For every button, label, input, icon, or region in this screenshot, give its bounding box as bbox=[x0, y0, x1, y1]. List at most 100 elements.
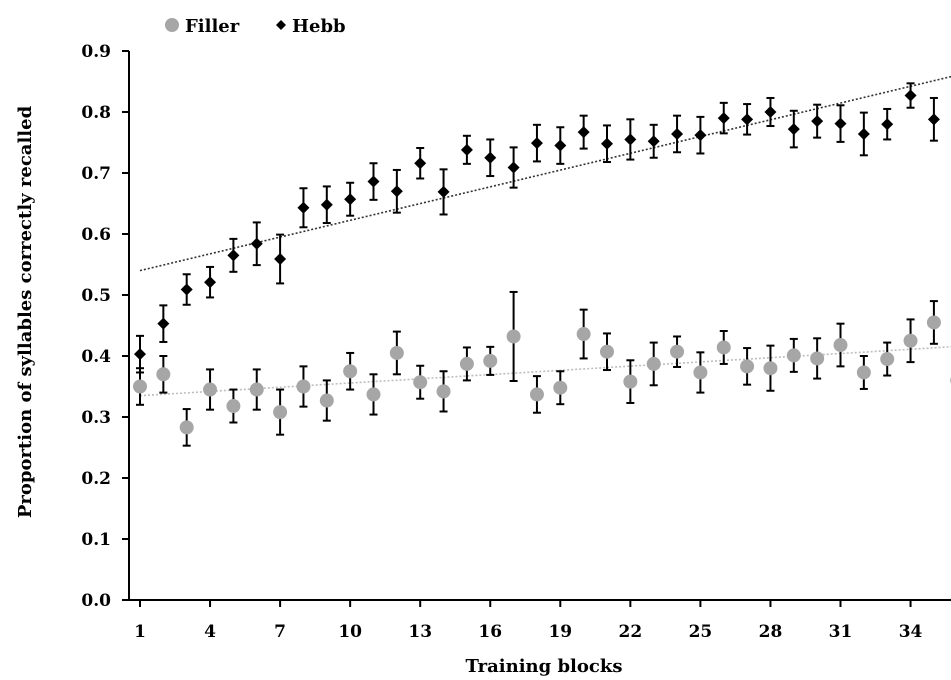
data-point-filler bbox=[810, 351, 825, 366]
data-point-hebb bbox=[530, 137, 543, 150]
x-axis-title: Training blocks bbox=[466, 656, 623, 677]
x-tick-label: 7 bbox=[274, 622, 286, 642]
data-point-filler bbox=[576, 327, 591, 342]
data-point-hebb bbox=[881, 118, 894, 131]
data-point-hebb bbox=[577, 126, 590, 139]
legend-filler-label: Filler bbox=[185, 16, 240, 37]
y-tick-label: 0.9 bbox=[81, 42, 111, 62]
data-point-filler bbox=[553, 380, 568, 395]
data-point-hebb bbox=[927, 113, 940, 126]
data-point-filler bbox=[763, 361, 778, 376]
y-tick-label: 0.2 bbox=[81, 469, 111, 489]
y-tick-label: 0.1 bbox=[81, 530, 111, 550]
data-point-filler bbox=[693, 365, 708, 380]
data-point-filler bbox=[646, 356, 661, 371]
x-tick-label: 13 bbox=[408, 622, 432, 642]
data-point-hebb bbox=[250, 237, 263, 250]
x-tick-label: 19 bbox=[548, 622, 572, 642]
data-point-hebb bbox=[460, 143, 473, 156]
data-point-hebb bbox=[157, 317, 170, 330]
y-tick-label: 0.0 bbox=[81, 591, 111, 611]
data-point-hebb bbox=[857, 127, 870, 140]
data-point-hebb bbox=[671, 127, 684, 140]
x-tick-label: 16 bbox=[478, 622, 502, 642]
data-point-filler bbox=[856, 365, 871, 380]
data-point-filler bbox=[343, 364, 358, 379]
data-point-filler bbox=[156, 367, 171, 382]
x-tick-label: 22 bbox=[619, 622, 643, 642]
data-point-filler bbox=[389, 345, 404, 360]
data-point-filler bbox=[273, 405, 288, 420]
data-point-filler bbox=[903, 333, 918, 348]
data-point-filler bbox=[319, 393, 334, 408]
trendlines bbox=[139, 75, 951, 397]
data-point-filler bbox=[249, 382, 264, 397]
data-point-hebb bbox=[274, 253, 287, 266]
y-axis-ticks: 0.0 0.1 0.2 0.3 0.4 0.5 0.6 0.7 0.8 0.9 bbox=[81, 42, 129, 611]
data-point-filler bbox=[296, 379, 311, 394]
x-tick-label: 4 bbox=[204, 622, 216, 642]
x-tick-label: 31 bbox=[829, 622, 853, 642]
data-point-filler bbox=[226, 399, 241, 414]
data-point-filler bbox=[716, 340, 731, 355]
x-tick-label: 25 bbox=[689, 622, 713, 642]
data-point-filler bbox=[436, 384, 451, 399]
data-point-hebb bbox=[507, 161, 520, 174]
y-tick-label: 0.5 bbox=[81, 286, 111, 306]
data-point-filler bbox=[483, 353, 498, 368]
data-point-filler bbox=[833, 338, 848, 353]
trendline-hebb bbox=[139, 75, 951, 272]
data-point-filler bbox=[623, 374, 638, 389]
data-point-filler bbox=[926, 315, 941, 330]
y-tick-label: 0.3 bbox=[81, 408, 111, 428]
data-point-filler bbox=[459, 356, 474, 371]
legend-item-hebb: Hebb bbox=[276, 16, 346, 37]
data-point-hebb bbox=[904, 89, 917, 102]
data-point-filler bbox=[786, 348, 801, 363]
data-point-hebb bbox=[741, 113, 754, 126]
legend: Filler Hebb bbox=[165, 16, 346, 37]
data-point-hebb bbox=[764, 106, 777, 118]
data-point-hebb bbox=[484, 151, 497, 164]
y-tick-label: 0.4 bbox=[81, 347, 111, 367]
data-point-hebb bbox=[134, 348, 146, 361]
x-tick-label: 1 bbox=[134, 622, 146, 642]
data-point-hebb bbox=[647, 135, 660, 148]
y-tick-label: 0.7 bbox=[81, 164, 111, 184]
data-point-filler bbox=[670, 344, 685, 359]
data-point-filler bbox=[133, 379, 147, 394]
data-points bbox=[133, 89, 951, 435]
x-tick-label: 10 bbox=[338, 622, 362, 642]
x-axis-ticks: 1 4 7 10 13 16 19 22 25 28 31 34 bbox=[134, 600, 923, 642]
x-tick-label: 28 bbox=[759, 622, 783, 642]
data-point-hebb bbox=[204, 276, 217, 289]
data-point-filler bbox=[600, 344, 614, 359]
legend-hebb-label: Hebb bbox=[292, 16, 346, 37]
data-point-hebb bbox=[227, 249, 240, 262]
data-point-filler bbox=[506, 329, 521, 344]
y-tick-label: 0.6 bbox=[81, 225, 111, 245]
y-tick-label: 0.8 bbox=[81, 103, 111, 123]
legend-filler-marker bbox=[165, 18, 179, 32]
data-point-hebb bbox=[180, 283, 193, 296]
data-point-hebb bbox=[320, 198, 333, 211]
data-point-filler bbox=[179, 420, 194, 435]
data-point-hebb bbox=[624, 133, 637, 146]
data-point-hebb bbox=[437, 185, 450, 198]
data-point-hebb bbox=[344, 193, 357, 206]
data-point-filler bbox=[366, 387, 381, 402]
data-point-hebb bbox=[554, 139, 567, 152]
data-point-hebb bbox=[787, 123, 800, 136]
data-point-hebb bbox=[297, 201, 310, 214]
data-point-hebb bbox=[811, 115, 824, 128]
data-point-hebb bbox=[367, 175, 380, 188]
data-point-hebb bbox=[390, 185, 403, 198]
legend-item-filler: Filler bbox=[165, 16, 240, 37]
data-point-filler bbox=[203, 382, 218, 397]
y-axis-title: Proportion of syllables correctly recall… bbox=[15, 105, 36, 518]
data-point-filler bbox=[529, 387, 544, 402]
data-point-hebb bbox=[601, 137, 613, 150]
data-point-hebb bbox=[694, 129, 707, 142]
data-point-hebb bbox=[717, 112, 730, 125]
